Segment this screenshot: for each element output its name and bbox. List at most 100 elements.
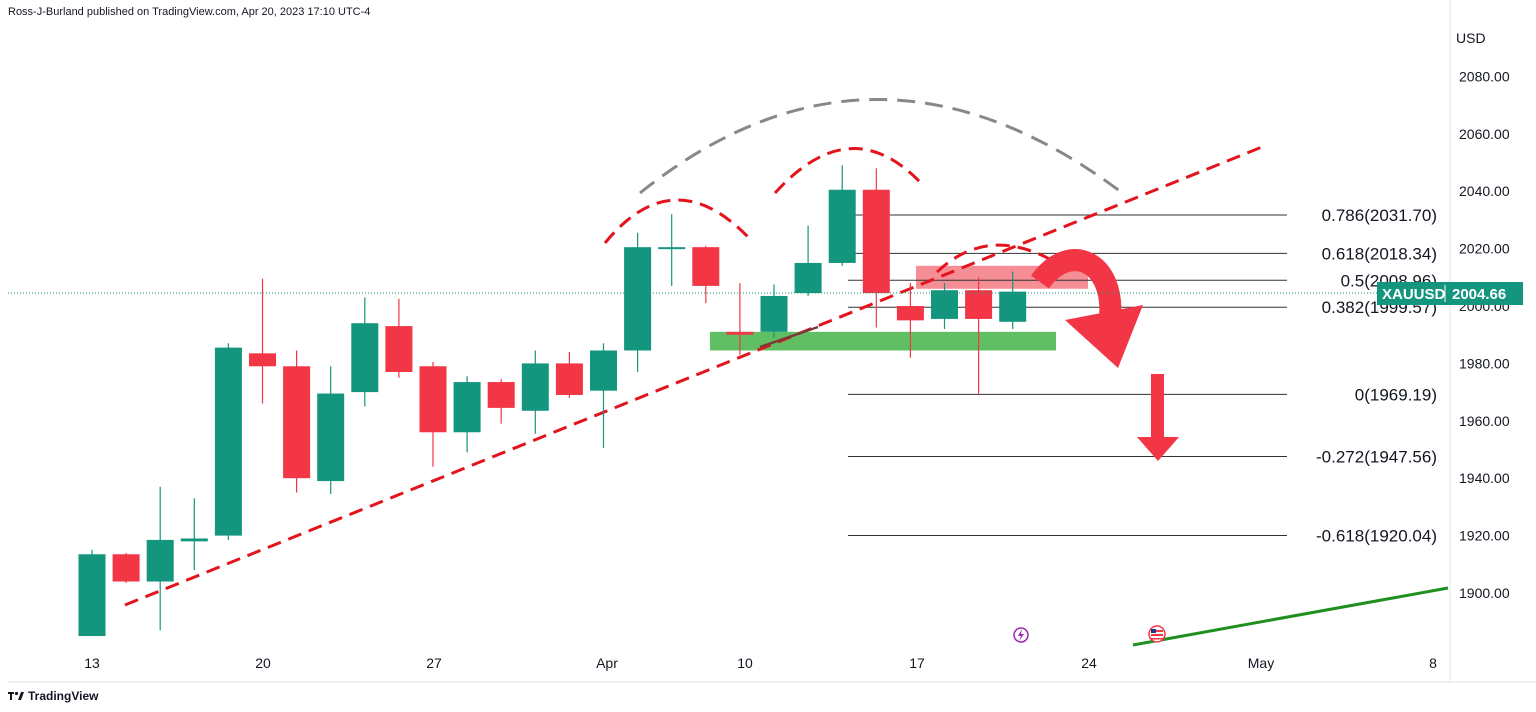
candle-body xyxy=(351,323,379,393)
time-tick-label: 17 xyxy=(909,655,925,671)
candle[interactable] xyxy=(112,552,140,583)
support-zone[interactable] xyxy=(710,331,1056,351)
candle[interactable] xyxy=(419,361,447,467)
candle[interactable] xyxy=(283,350,311,493)
candle-body xyxy=(146,539,174,582)
candle[interactable] xyxy=(590,343,617,449)
candle[interactable] xyxy=(760,284,788,338)
candle-body xyxy=(521,363,549,411)
last-price-label: 2004.66 xyxy=(1452,286,1506,303)
candle[interactable] xyxy=(965,277,993,395)
down-arrow[interactable] xyxy=(1137,374,1179,461)
candle-body xyxy=(487,382,515,408)
tradingview-logo-icon xyxy=(8,691,24,700)
candle-body xyxy=(624,247,652,351)
candle-body xyxy=(896,306,924,321)
green-trendline[interactable] xyxy=(1132,586,1449,647)
candle[interactable] xyxy=(896,283,924,358)
candle-body xyxy=(590,350,617,391)
candle-body xyxy=(419,366,447,433)
symbol-price-badge: XAUUSD 2004.66 xyxy=(1377,282,1523,305)
candles-layer xyxy=(78,165,1027,637)
candle-body xyxy=(760,295,788,332)
candle-body xyxy=(658,247,686,250)
candle[interactable] xyxy=(794,225,822,296)
curved-down-arrow[interactable] xyxy=(1031,249,1143,368)
candle-body xyxy=(385,326,413,373)
time-tick-label: 27 xyxy=(426,655,442,671)
price-axis-unit: USD xyxy=(1456,30,1486,46)
candle[interactable] xyxy=(317,366,345,494)
candle-body xyxy=(317,393,345,482)
fib-level-label: 0.618(2018.34) xyxy=(1322,244,1437,263)
time-tick-label: 13 xyxy=(84,655,100,671)
right-shoulder-arc[interactable] xyxy=(935,243,1061,274)
price-tick-label: 2020.00 xyxy=(1459,241,1510,257)
candle[interactable] xyxy=(999,271,1027,329)
candle-body xyxy=(214,347,242,536)
fibonacci-retracement[interactable]: 0.786(2031.70)0.618(2018.34)0.5(2008.96)… xyxy=(848,206,1437,545)
trendline-segment xyxy=(759,325,819,349)
candle[interactable] xyxy=(931,283,958,329)
candle[interactable] xyxy=(214,343,242,540)
time-tick-label: May xyxy=(1248,655,1274,671)
candle-body xyxy=(965,290,993,319)
price-tick-label: 1940.00 xyxy=(1459,470,1510,486)
fib-level-label: -0.618(1920.04) xyxy=(1316,526,1437,545)
publisher-header: Ross-J-Burland published on TradingView.… xyxy=(8,6,371,18)
candle-body xyxy=(828,189,856,263)
candle-body xyxy=(555,363,583,395)
candle-body xyxy=(931,290,958,319)
time-tick-label: 8 xyxy=(1429,655,1437,671)
symbol-label: XAUUSD xyxy=(1382,286,1446,303)
candle[interactable] xyxy=(726,283,754,355)
footer: TradingView xyxy=(8,689,98,703)
rising-trendline[interactable] xyxy=(124,145,1263,607)
candle[interactable] xyxy=(487,379,515,424)
candle[interactable] xyxy=(521,350,549,434)
time-tick-label: 20 xyxy=(255,655,271,671)
left-shoulder-arc[interactable] xyxy=(603,198,750,244)
price-tick-label: 1920.00 xyxy=(1459,528,1510,544)
candle[interactable] xyxy=(692,245,720,304)
candle[interactable] xyxy=(351,297,379,407)
time-tick-label: 24 xyxy=(1081,655,1097,671)
fib-level-label: 0(1969.19) xyxy=(1355,385,1437,404)
candle-body xyxy=(453,382,481,433)
time-axis[interactable]: 13 20 27 Apr 10 17 24 May 8 xyxy=(84,655,1437,671)
drawings-layer xyxy=(124,98,1449,647)
tradingview-brand[interactable]: TradingView xyxy=(28,689,99,703)
candle-body xyxy=(999,291,1027,322)
candle[interactable] xyxy=(146,486,174,631)
candle-body xyxy=(862,189,890,294)
price-tick-label: 1980.00 xyxy=(1459,355,1510,371)
us-flag-event-icon[interactable] xyxy=(1148,625,1166,643)
candle-body xyxy=(249,353,276,367)
candle[interactable] xyxy=(78,549,106,637)
time-tick-label: Apr xyxy=(596,655,618,671)
candle[interactable] xyxy=(385,298,413,378)
candle[interactable] xyxy=(658,214,686,286)
candle[interactable] xyxy=(624,232,652,373)
price-tick-label: 2060.00 xyxy=(1459,126,1510,142)
candle-body xyxy=(180,538,208,542)
candle-body xyxy=(78,554,106,637)
candle[interactable] xyxy=(249,278,276,404)
candle[interactable] xyxy=(453,376,481,453)
price-tick-label: 1960.00 xyxy=(1459,413,1510,429)
candle[interactable] xyxy=(828,165,856,266)
candle-body xyxy=(283,366,311,479)
candle[interactable] xyxy=(862,168,890,328)
candle-body xyxy=(794,262,822,294)
fib-level-label: 0.786(2031.70) xyxy=(1322,206,1437,225)
candle-body xyxy=(726,331,754,335)
head-arc[interactable] xyxy=(773,147,922,195)
candle[interactable] xyxy=(555,351,583,398)
large-arc-grey[interactable] xyxy=(639,98,1126,197)
fib-level-label: -0.272(1947.56) xyxy=(1316,448,1437,467)
candle-body xyxy=(692,247,720,286)
lightning-event-icon[interactable] xyxy=(1013,627,1029,643)
price-axis[interactable]: USD 2080.002060.002040.002020.002000.001… xyxy=(1456,30,1510,601)
candle[interactable] xyxy=(180,498,208,571)
